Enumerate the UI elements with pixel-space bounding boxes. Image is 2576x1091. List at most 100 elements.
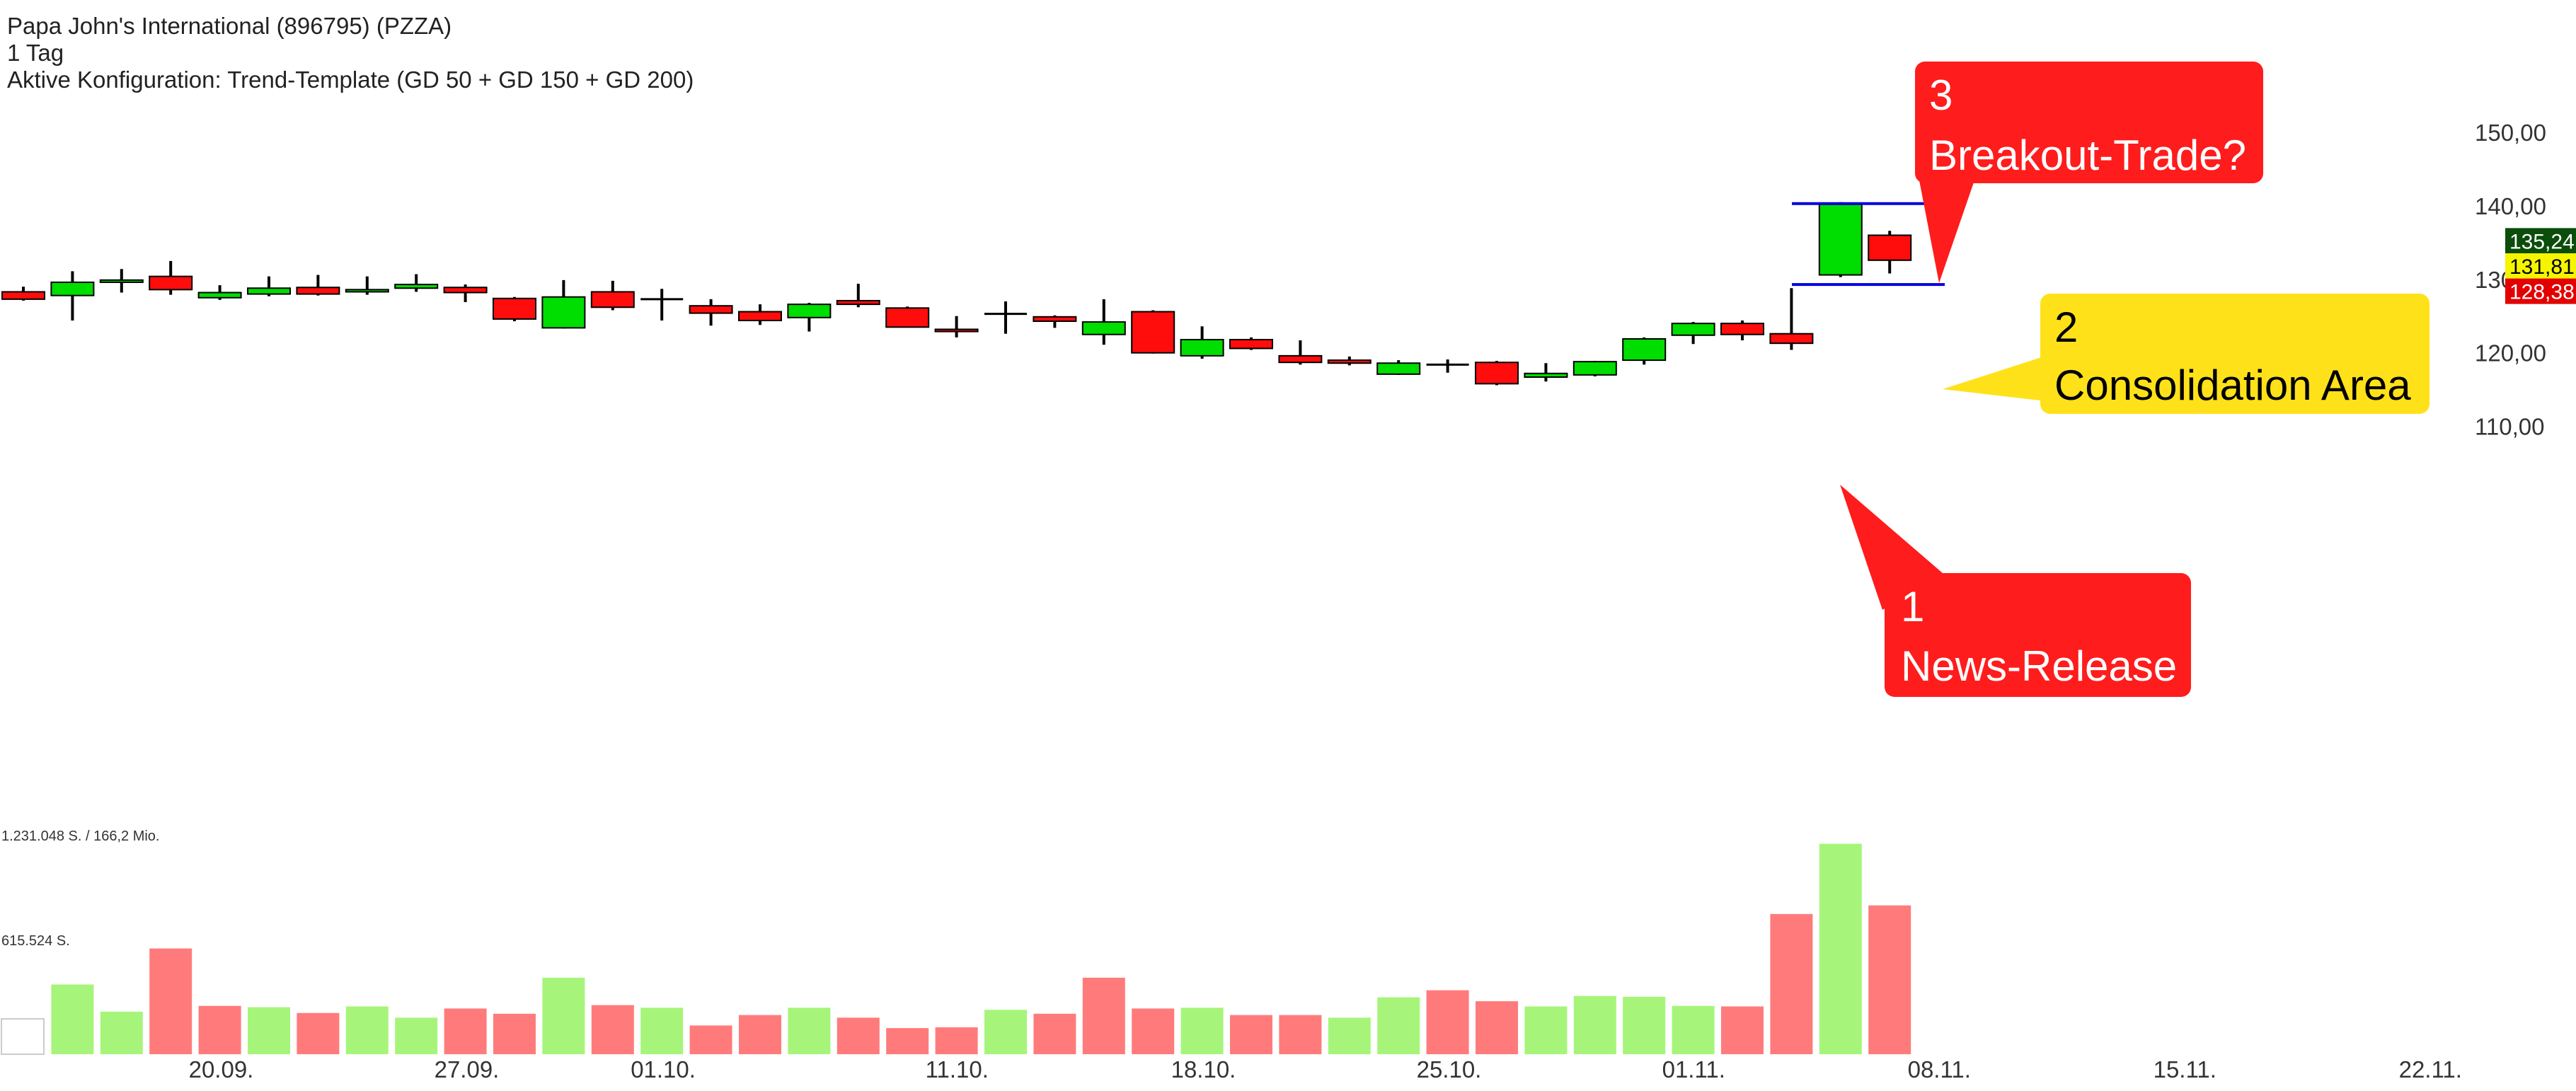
date-tick-label: 11.10.: [926, 1056, 989, 1083]
volume-bar: [1180, 1008, 1224, 1054]
candle-body: [197, 291, 242, 299]
annotation-3-text: Breakout-Trade?: [1929, 132, 2246, 179]
candle-body: [1278, 354, 1323, 364]
volume-bar: [1132, 1008, 1175, 1054]
volume-bar: [1033, 1013, 1076, 1054]
volume-bar: [1279, 1015, 1322, 1054]
annotation-breakout-trade: 3 Breakout-Trade?: [1915, 62, 2263, 283]
date-tick-label: 15.11.: [2154, 1056, 2216, 1083]
date-tick-label: 01.10.: [631, 1056, 696, 1083]
candle-body: [1475, 362, 1519, 385]
annotation-1-number: 1: [1901, 583, 1924, 630]
volume-bar: [1721, 1006, 1764, 1054]
consolidation-levels: [1792, 202, 1945, 287]
volume-max-label: 1.231.048 S. / 166,2 Mio.: [1, 829, 160, 844]
price-badge: [2505, 278, 2576, 304]
annotation-1-text: News-Release: [1901, 642, 2177, 690]
volume-bar: [788, 1008, 831, 1054]
volume-bar: [1868, 905, 1911, 1054]
volume-bar: [1377, 997, 1420, 1054]
candle-body: [50, 281, 95, 296]
volume-bar: [836, 1017, 880, 1054]
volume-bar: [689, 1025, 732, 1054]
candle-body: [689, 305, 733, 314]
volume-bar: [297, 1012, 340, 1054]
price-badge-label: 131,81: [2509, 255, 2575, 279]
annotation-3-number: 3: [1929, 71, 1953, 119]
volume-bar: [1672, 1005, 1715, 1054]
annotation-2-box: [2040, 294, 2430, 414]
candle-body: [1818, 203, 1863, 276]
volume-bar: [395, 1017, 438, 1054]
annotation-3-pointer: [1919, 180, 1974, 283]
candle-body: [247, 287, 291, 295]
volume-mid-label: 615.524 S.: [1, 933, 70, 949]
volume-bar: [493, 1013, 536, 1054]
volume-bar: [248, 1007, 290, 1054]
candle-body: [836, 299, 880, 306]
price-tick-label: 120,00: [2475, 340, 2546, 366]
candle-body: [1081, 321, 1126, 335]
volume-bar: [345, 1006, 389, 1054]
candle-body: [1229, 338, 1273, 350]
candle-body: [394, 284, 439, 289]
volume-bar: [886, 1028, 929, 1054]
candle-body: [443, 287, 488, 294]
volume-bar: [1230, 1015, 1272, 1054]
candle-body: [1033, 316, 1077, 323]
candle-body: [541, 296, 586, 329]
volume-bar: [591, 1005, 634, 1054]
volume-bar: [100, 1011, 143, 1054]
volume-bars: [1, 843, 1911, 1055]
candle-body: [296, 287, 340, 295]
volume-bar: [1082, 977, 1125, 1054]
price-tick-label: 110,00: [2475, 414, 2544, 440]
candle-body: [1572, 361, 1617, 376]
candle-body: [493, 297, 536, 320]
candle-body: [1524, 372, 1568, 378]
date-axis: 20.09. 27.09. 01.10. 11.10. 18.10. 25.10. 01.1…: [189, 1056, 2462, 1083]
volume-bar: [1524, 1006, 1568, 1054]
candle-body: [1180, 338, 1224, 357]
date-tick-label: 01.11.: [1662, 1056, 1725, 1083]
volume-bar: [935, 1027, 978, 1054]
price-badge: [2505, 228, 2576, 254]
price-badge-label: 128,38: [2509, 281, 2575, 304]
volume-bar-empty: [1, 1018, 45, 1055]
candle-body: [934, 328, 979, 333]
volume-bar: [542, 977, 585, 1054]
candle-body: [590, 291, 635, 308]
date-tick-label: 20.09.: [189, 1056, 254, 1083]
volume-bar: [1819, 843, 1862, 1054]
volume-bar: [640, 1008, 684, 1054]
candle-body: [345, 289, 389, 293]
price-badge-label: 135,24: [2509, 230, 2575, 253]
candle-body: [1720, 323, 1764, 335]
annotation-2-number: 2: [2054, 304, 2078, 351]
annotation-2-text: Consolidation Area: [2054, 362, 2411, 409]
candle-body: [1671, 323, 1715, 336]
candle-body: [1376, 362, 1421, 375]
volume-bar: [1623, 996, 1666, 1054]
candle-body: [738, 311, 782, 321]
chart-config: Aktive Konfiguration: Trend-Template (GD…: [7, 67, 694, 93]
candle-body: [1868, 234, 1912, 261]
date-tick-label: 25.10.: [1417, 1056, 1482, 1083]
volume-bar: [1426, 990, 1469, 1054]
volume-bar: [1573, 995, 1616, 1054]
candle-body: [787, 304, 832, 318]
annotation-2-pointer: [1943, 354, 2052, 402]
date-tick-label: 08.11.: [1908, 1056, 1971, 1083]
volume-bar: [739, 1015, 781, 1054]
chart-title: Papa John's International (896795) (PZZA…: [7, 13, 452, 39]
annotation-1-box: [1885, 573, 2191, 697]
candle-body: [1327, 359, 1372, 364]
price-tick-label: 150,00: [2475, 120, 2546, 146]
volume-bar: [984, 1010, 1027, 1054]
date-tick-label: 27.09.: [435, 1056, 500, 1083]
volume-bar: [149, 948, 192, 1054]
annotation-3-box: [1915, 62, 2263, 183]
volume-bar: [1770, 913, 1813, 1054]
